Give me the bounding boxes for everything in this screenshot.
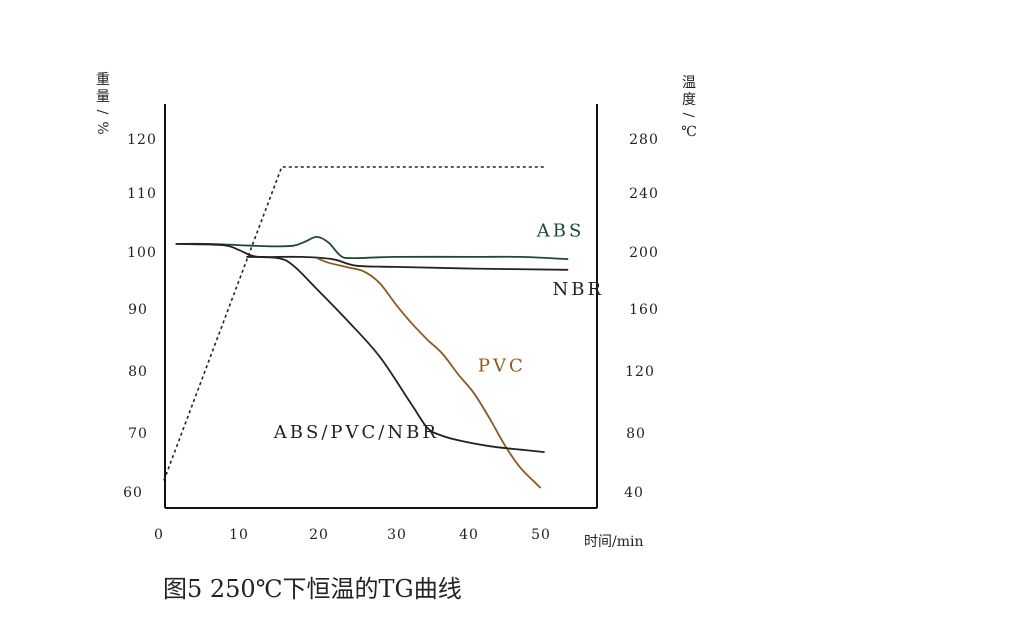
y-left-tick-label: 60 — [123, 485, 143, 501]
series-line-abs-pvc-nbr — [246, 256, 545, 453]
y-right-tick-label: 240 — [629, 186, 659, 202]
y-right-tick-label: 160 — [629, 302, 659, 318]
series-layer: ABS NBR PVC ABS/PVC/NBR — [163, 166, 605, 489]
temperature-program-line — [163, 166, 545, 481]
figure-caption: 图5 250℃下恒温的TG曲线 — [163, 575, 462, 603]
left-axis-title-char: / — [94, 110, 110, 115]
series-label-nbr: NBR — [553, 279, 605, 300]
series-line-abs — [175, 236, 569, 261]
y-left-tick-label: 90 — [128, 302, 148, 318]
right-axis-title: 温 度 / ℃ — [680, 75, 697, 140]
x-tick-label: 0 — [154, 527, 164, 543]
x-tick-labels: 0 10 20 30 40 50 — [154, 527, 551, 543]
y-left-tick-labels: 120 110 100 90 80 70 60 — [123, 132, 157, 501]
series-label-pvc: PVC — [478, 356, 526, 377]
series-line-pvc — [316, 257, 542, 489]
y-right-tick-label: 40 — [624, 485, 644, 501]
y-left-tick-label: 100 — [127, 245, 157, 261]
x-tick-label: 20 — [309, 527, 329, 543]
series-line-nbr — [175, 243, 569, 271]
y-right-tick-label: 80 — [626, 426, 646, 442]
right-axis-title-char: / — [680, 113, 696, 118]
y-right-tick-label: 200 — [629, 245, 659, 261]
left-axis-title-char: 量 — [96, 89, 110, 105]
x-tick-label: 50 — [531, 527, 551, 543]
left-axis-title-char: 重 — [96, 72, 110, 88]
y-left-tick-label: 70 — [128, 426, 148, 442]
right-axis-title-char: ℃ — [681, 124, 697, 140]
left-axis-title: 重 量 / % — [94, 72, 110, 135]
y-left-tick-label: 110 — [127, 186, 157, 202]
series-label-abs: ABS — [536, 220, 585, 241]
left-axis-title-char: % — [94, 121, 110, 134]
y-right-tick-label: 280 — [629, 132, 659, 148]
x-tick-label: 10 — [229, 527, 249, 543]
x-tick-label: 30 — [387, 527, 407, 543]
x-tick-label: 40 — [459, 527, 479, 543]
x-axis-title: 时间/min — [584, 534, 644, 550]
y-left-tick-label: 120 — [127, 132, 157, 148]
y-left-tick-label: 80 — [128, 364, 148, 380]
y-right-tick-labels: 280 240 200 160 120 80 40 — [624, 132, 659, 501]
series-label-abs-pvc-nbr: ABS/PVC/NBR — [273, 422, 439, 443]
right-axis-title-char: 温 — [682, 75, 696, 91]
y-right-tick-label: 120 — [625, 364, 655, 380]
right-axis-title-char: 度 — [682, 92, 696, 108]
